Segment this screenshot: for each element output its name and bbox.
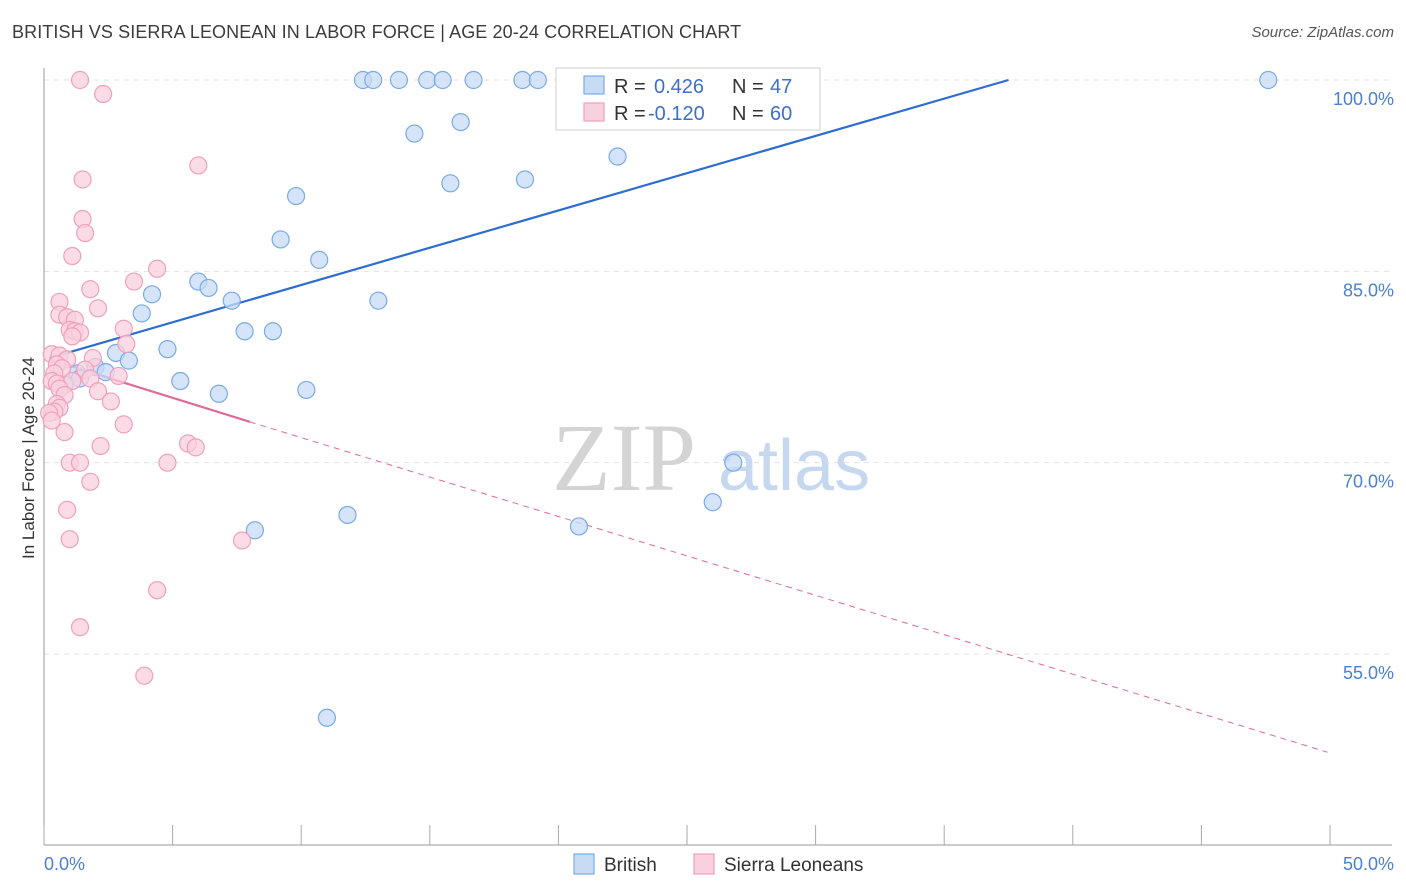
legend-n-label-british: N = — [732, 76, 764, 98]
point-british — [171, 371, 190, 391]
point-sierra-leonean — [91, 436, 110, 456]
chart-title: BRITISH VS SIERRA LEONEAN IN LABOR FORCE… — [12, 22, 742, 42]
point-british — [528, 70, 547, 90]
legend-swatch-sierra — [583, 102, 605, 122]
point-sierra-leonean — [148, 259, 167, 278]
point-british — [286, 186, 306, 206]
bottom-legend-label-sierra: Sierra Leoneans — [724, 855, 863, 876]
series-legend: British Sierra Leoneans — [573, 853, 863, 876]
legend-r-label-british: R = — [614, 76, 646, 98]
point-sierra-leonean — [76, 223, 95, 243]
point-sierra-leonean — [124, 272, 144, 291]
point-british — [271, 230, 290, 249]
gridlines — [44, 79, 1392, 655]
watermark-atlas: atlas — [718, 426, 870, 506]
bottom-legend-swatch-british — [573, 853, 595, 875]
point-british — [222, 291, 241, 310]
watermark-zip: ZIP — [552, 404, 696, 511]
x-tick-label-max: 50.0% — [1343, 854, 1394, 874]
point-british — [464, 70, 483, 90]
point-british — [209, 384, 228, 403]
bottom-legend-label-british: British — [604, 855, 657, 876]
correlation-legend: R = 0.426 N = 47 R = -0.120 N = 60 — [555, 67, 821, 131]
legend-n-value-british: 47 — [770, 76, 792, 98]
y-tick-label: 100.0% — [1333, 89, 1394, 109]
point-sierra-leonean — [81, 472, 100, 491]
point-british — [433, 70, 452, 90]
point-british — [142, 285, 162, 304]
y-tick-labels: 55.0% 70.0% 85.0% 100.0% — [1333, 89, 1394, 683]
point-sierra-leonean — [94, 84, 113, 104]
point-british — [132, 304, 151, 323]
point-sierra-leonean — [81, 280, 100, 299]
point-sierra-leonean — [60, 530, 79, 549]
point-sierra-leonean — [63, 246, 82, 266]
point-british — [724, 453, 743, 472]
point-british — [569, 517, 589, 536]
point-sierra-leonean — [70, 70, 90, 90]
point-british — [389, 70, 409, 90]
point-sierra-leonean — [63, 327, 82, 346]
point-sierra-leonean — [42, 411, 61, 430]
point-british — [119, 351, 138, 370]
point-british — [515, 170, 535, 189]
point-sierra-leonean — [58, 500, 77, 519]
point-british — [513, 70, 532, 90]
point-british — [703, 493, 722, 512]
point-british — [317, 708, 337, 727]
point-sierra-leonean — [117, 334, 136, 354]
point-british — [338, 505, 357, 525]
point-sierra-leonean — [148, 581, 167, 600]
y-tick-label: 55.0% — [1343, 663, 1394, 683]
point-british — [441, 174, 460, 193]
point-british — [199, 278, 218, 298]
point-sierra-leonean — [88, 382, 108, 401]
point-british — [451, 112, 470, 132]
trend-line-sierra-leonean-extrapolated — [249, 421, 1328, 753]
point-sierra-leonean — [88, 299, 108, 318]
legend-n-label-sierra: N = — [732, 103, 764, 125]
point-british — [263, 322, 283, 341]
chart-source: Source: ZipAtlas.com — [1251, 24, 1394, 41]
x-tick-marks — [43, 825, 1331, 845]
point-sierra-leonean — [232, 531, 252, 550]
point-british — [608, 147, 627, 166]
point-british — [158, 340, 177, 359]
trend-line-british — [48, 78, 1009, 360]
point-british — [418, 70, 437, 90]
bottom-legend-swatch-sierra — [693, 853, 715, 875]
legend-r-value-sierra: -0.120 — [648, 103, 705, 125]
legend-r-label-sierra: R = — [614, 103, 646, 125]
x-tick-label-min: 0.0% — [44, 854, 85, 874]
point-sierra-leonean — [73, 170, 92, 189]
point-sierra-leonean — [114, 319, 133, 338]
point-british — [369, 291, 388, 310]
y-tick-label: 70.0% — [1343, 472, 1394, 492]
y-axis-label: In Labor Force | Age 20-24 — [19, 357, 38, 559]
point-british — [310, 250, 329, 269]
y-tick-label: 85.0% — [1343, 280, 1394, 300]
point-sierra-leonean — [101, 392, 120, 411]
legend-swatch-british — [583, 75, 605, 95]
point-sierra-leonean — [189, 156, 208, 175]
point-british — [405, 124, 424, 143]
point-sierra-leonean — [158, 453, 177, 472]
point-sierra-leonean — [186, 438, 205, 457]
legend-n-value-sierra: 60 — [770, 103, 792, 125]
point-british — [364, 70, 383, 90]
point-british — [235, 322, 254, 341]
point-british — [245, 521, 265, 540]
legend-r-value-british: 0.426 — [654, 76, 704, 98]
point-sierra-leonean — [55, 422, 74, 442]
point-sierra-leonean — [109, 366, 128, 386]
point-sierra-leonean — [70, 618, 90, 637]
point-british — [297, 380, 316, 400]
point-british — [1259, 70, 1278, 90]
point-sierra-leonean — [114, 415, 133, 434]
point-sierra-leonean — [135, 666, 154, 685]
data-points — [40, 70, 1278, 727]
point-sierra-leonean — [70, 453, 90, 472]
